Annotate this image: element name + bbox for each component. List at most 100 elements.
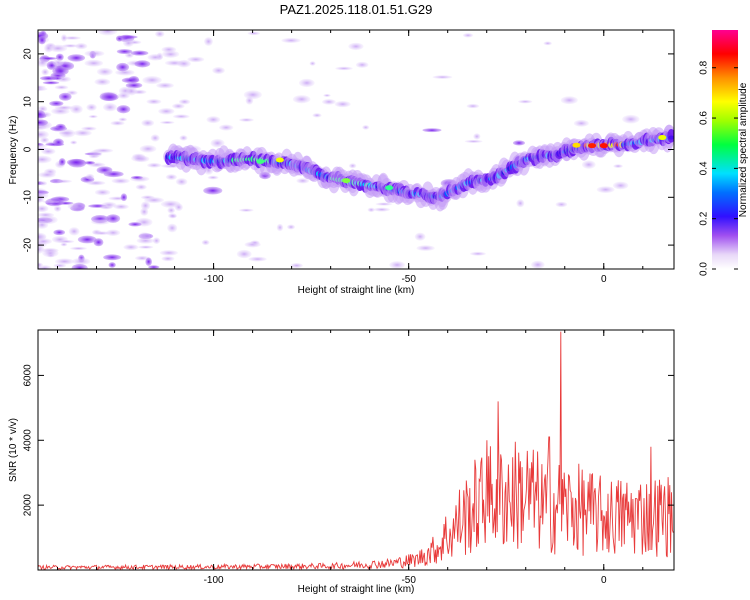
heatmap-noise-cell (117, 92, 130, 99)
heatmap-noise-cell (38, 144, 48, 148)
heatmap-noise-cell (38, 155, 52, 164)
heatmap-hotspot (572, 142, 581, 148)
heatmap-hotspot (599, 143, 608, 149)
heatmap-noise-cell (48, 44, 68, 53)
heatmap-noise-cell (125, 86, 138, 96)
heatmap-noise-cell (140, 201, 151, 211)
heatmap-noise-cell (248, 256, 267, 262)
heatmap-noise-cell (125, 82, 143, 89)
heatmap-noise-cell (204, 37, 213, 46)
heatmap-noise-cell (38, 35, 46, 45)
heatmap-noise-cell (42, 200, 60, 204)
heatmap-noise-cell (147, 162, 162, 168)
heatmap-noise-cell (531, 260, 545, 269)
heatmap-noise-cell (69, 104, 83, 114)
spectrogram-ytick-label: -10 (23, 190, 34, 205)
heatmap-noise-cell (309, 61, 316, 66)
heatmap-noise-cell (161, 256, 175, 262)
heatmap-noise-cell (167, 207, 176, 214)
heatmap-noise-cell (118, 35, 138, 39)
heatmap-noise-cell (174, 203, 183, 212)
heatmap-hotspot (385, 185, 394, 191)
heatmap-noise-cell (58, 158, 66, 166)
heatmap-noise-cell (96, 67, 113, 76)
heatmap-noise-cell (201, 239, 210, 246)
heatmap-noise-cell (66, 158, 86, 166)
heatmap-noise-cell (54, 105, 74, 111)
heatmap-hotspot (658, 135, 667, 141)
heatmap-noise-cell (38, 265, 52, 269)
heatmap-noise-cell (134, 60, 151, 68)
heatmap-noise-cell (71, 263, 88, 269)
heatmap-noise-cell (94, 189, 111, 196)
heatmap-noise-cell (84, 50, 105, 57)
snr-frame (37, 329, 675, 571)
heatmap-noise-cell (161, 46, 177, 53)
heatmap-noise-cell (53, 138, 64, 147)
heatmap-noise-cell (55, 258, 75, 265)
chart-title: PAZ1.2025.118.01.51.G29 (280, 2, 433, 17)
heatmap-noise-cell (52, 66, 69, 76)
heatmap-noise-cell (312, 113, 322, 118)
heatmap-noise-cell (108, 262, 116, 268)
heatmap-noise-cell (58, 239, 75, 244)
heatmap-noise-cell (212, 67, 225, 75)
heatmap-noise-cell (422, 128, 442, 133)
heatmap-noise-cell (210, 138, 225, 148)
heatmap-noise-cell (38, 119, 48, 126)
spectrogram-ytick-label: -20 (23, 237, 34, 252)
heatmap-noise-cell (38, 110, 46, 119)
heatmap-noise-cell (40, 137, 50, 144)
snr-ytick-label: 4000 (23, 429, 34, 452)
heatmap-noise-cell (91, 219, 111, 225)
heatmap-noise-cell (298, 78, 315, 88)
heatmap-noise-cell (118, 117, 128, 122)
heatmap-noise-cell (52, 59, 64, 67)
heatmap-noise-cell (105, 229, 121, 236)
snr-xtick-label: -50 (401, 575, 416, 586)
colorbar-tick-label: 0.2 (699, 211, 710, 225)
heatmap-noise-cell (414, 232, 426, 241)
heatmap-noise-cell (67, 202, 84, 210)
snr-xtick-label: -100 (204, 575, 224, 586)
heatmap-noise-cell (555, 201, 568, 208)
heatmap-hotspot (275, 157, 284, 163)
heatmap-noise-cell (146, 98, 162, 105)
snr-series-line (38, 331, 674, 570)
heatmap-noise-cell (58, 92, 72, 101)
heatmap-noise-cell (60, 242, 68, 247)
spectrogram-xtick-label: 0 (601, 274, 607, 285)
heatmap-noise-cell (469, 251, 486, 256)
heatmap-noise-cell (375, 202, 393, 206)
heatmap-noise-cell (219, 124, 234, 131)
heatmap-noise-cell (121, 77, 140, 84)
heatmap-noise-cell (543, 41, 552, 46)
heatmap-noise-cell (55, 53, 64, 61)
heatmap-noise-cell (38, 215, 58, 225)
heatmap-noise-cell (116, 49, 133, 55)
heatmap-noise-cell (175, 178, 188, 186)
heatmap-noise-cell (120, 193, 128, 202)
heatmap-noise-cell (73, 129, 92, 137)
heatmap-noise-cell (84, 59, 104, 67)
heatmap-noise-cell (38, 233, 46, 241)
heatmap-noise-cell (67, 54, 86, 62)
heatmap-noise-cell (367, 207, 375, 213)
heatmap-noise-cell (389, 261, 406, 269)
heatmap-noise-cell (239, 118, 254, 122)
heatmap-noise-cell (53, 263, 67, 268)
heatmap-noise-cell (93, 238, 104, 247)
heatmap-noise-cell (622, 114, 640, 124)
heatmap-noise-cell (296, 178, 310, 184)
heatmap-noise-cell (38, 181, 48, 186)
heatmap-noise-cell (179, 135, 188, 141)
heatmap-noise-cell (97, 30, 118, 36)
spectrogram-ytick-label: 20 (23, 48, 34, 60)
heatmap-noise-cell (147, 53, 164, 61)
heatmap-noise-cell (52, 179, 72, 184)
heatmap-noise-cell (355, 61, 369, 68)
heatmap-noise-cell (150, 134, 160, 142)
heatmap-noise-cell (518, 99, 533, 104)
colorbar-label: Normalized spectral amplitude (738, 82, 749, 217)
